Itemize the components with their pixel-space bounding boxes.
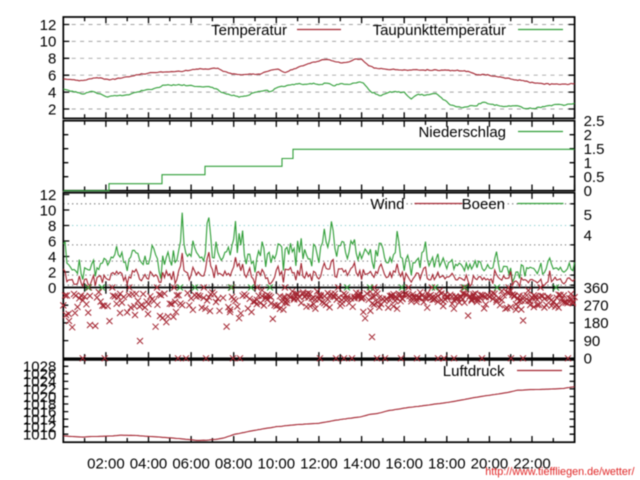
svg-text:Wind: Wind: [370, 196, 404, 213]
svg-text:2: 2: [48, 264, 56, 281]
svg-text:Boeen: Boeen: [462, 196, 505, 213]
svg-text:2: 2: [48, 101, 56, 118]
svg-text:1024: 1024: [23, 374, 56, 391]
svg-text:10: 10: [40, 202, 57, 219]
svg-text:22:00: 22:00: [513, 455, 551, 472]
svg-text:18:00: 18:00: [428, 455, 466, 472]
svg-text:20:00: 20:00: [471, 455, 509, 472]
svg-text:12: 12: [40, 17, 57, 34]
svg-text:0: 0: [584, 183, 592, 200]
svg-text:1026: 1026: [23, 366, 56, 383]
svg-text:8: 8: [48, 51, 56, 68]
svg-text:1028: 1028: [23, 359, 56, 376]
svg-text:1018: 1018: [23, 396, 56, 413]
svg-text:Temperatur: Temperatur: [211, 22, 287, 39]
svg-text:1022: 1022: [23, 381, 56, 398]
svg-text:1014: 1014: [23, 411, 56, 428]
svg-text:270: 270: [584, 298, 609, 315]
svg-text:4: 4: [48, 249, 56, 266]
svg-text:04:00: 04:00: [130, 455, 168, 472]
svg-text:4: 4: [584, 228, 592, 245]
svg-text:0: 0: [48, 280, 56, 297]
svg-text:2.5: 2.5: [584, 113, 605, 130]
svg-text:1010: 1010: [23, 427, 56, 444]
svg-text:6: 6: [48, 68, 56, 85]
svg-text:1.5: 1.5: [584, 141, 605, 158]
svg-text:16:00: 16:00: [385, 455, 423, 472]
svg-text:10: 10: [40, 34, 57, 51]
svg-text:2: 2: [584, 127, 592, 144]
svg-text:0.5: 0.5: [584, 169, 605, 186]
svg-text:8: 8: [48, 218, 56, 235]
svg-text:1016: 1016: [23, 404, 56, 421]
svg-text:Luftdruck: Luftdruck: [443, 363, 505, 380]
svg-text:1020: 1020: [23, 389, 56, 406]
svg-text:02:00: 02:00: [87, 455, 125, 472]
svg-text:0: 0: [584, 351, 592, 368]
svg-text:12:00: 12:00: [300, 455, 338, 472]
svg-text:90: 90: [584, 333, 601, 350]
svg-text:Niederschlag: Niederschlag: [418, 124, 506, 141]
svg-text:08:00: 08:00: [215, 455, 253, 472]
svg-text:06:00: 06:00: [172, 455, 210, 472]
svg-text:14:00: 14:00: [343, 455, 381, 472]
svg-text:12: 12: [40, 187, 57, 204]
svg-text:Taupunkttemperatur: Taupunkttemperatur: [373, 22, 506, 39]
svg-text:4: 4: [48, 84, 56, 101]
svg-text:http://www.tieffliegen.de/wett: http://www.tieffliegen.de/wetter/: [485, 466, 634, 478]
svg-text:6: 6: [48, 233, 56, 250]
svg-text:1: 1: [584, 155, 592, 172]
svg-text:180: 180: [584, 315, 609, 332]
svg-text:360: 360: [584, 280, 609, 297]
svg-text:1012: 1012: [23, 419, 56, 436]
svg-text:5: 5: [584, 207, 592, 224]
svg-text:10:00: 10:00: [258, 455, 296, 472]
